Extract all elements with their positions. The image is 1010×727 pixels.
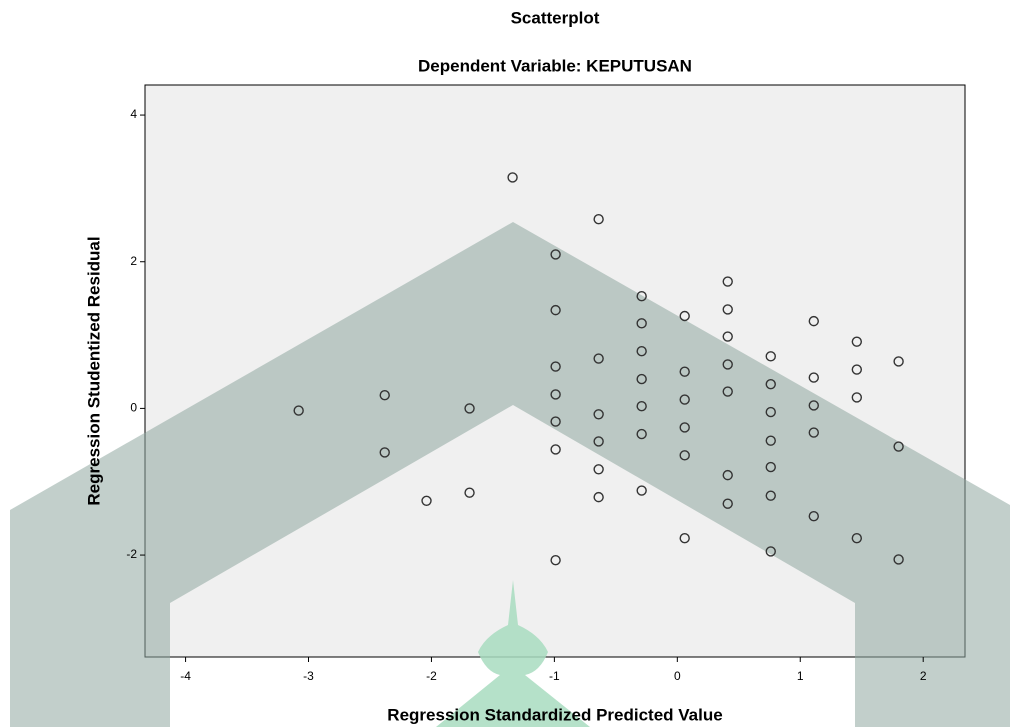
y-tick-label: -2 bbox=[126, 547, 137, 561]
x-tick-label: 0 bbox=[674, 669, 681, 683]
chart: Scatterplot Dependent Variable: KEPUTUSA… bbox=[0, 0, 1010, 727]
x-tick-label: 1 bbox=[797, 669, 804, 683]
x-tick-label: -1 bbox=[549, 669, 560, 683]
y-tick-label: 0 bbox=[130, 401, 137, 415]
chart-subtitle: Dependent Variable: KEPUTUSAN bbox=[418, 56, 692, 75]
chart-title: Scatterplot bbox=[511, 8, 600, 27]
x-tick-label: -2 bbox=[426, 669, 437, 683]
y-tick-label: 2 bbox=[130, 254, 137, 268]
x-tick-label: -3 bbox=[303, 669, 314, 683]
x-tick-label: 2 bbox=[920, 669, 927, 683]
x-axis-label: Regression Standardized Predicted Value bbox=[387, 705, 722, 724]
x-tick-label: -4 bbox=[180, 669, 191, 683]
y-axis-label: Regression Studentized Residual bbox=[84, 236, 103, 505]
y-tick-label: 4 bbox=[130, 107, 137, 121]
